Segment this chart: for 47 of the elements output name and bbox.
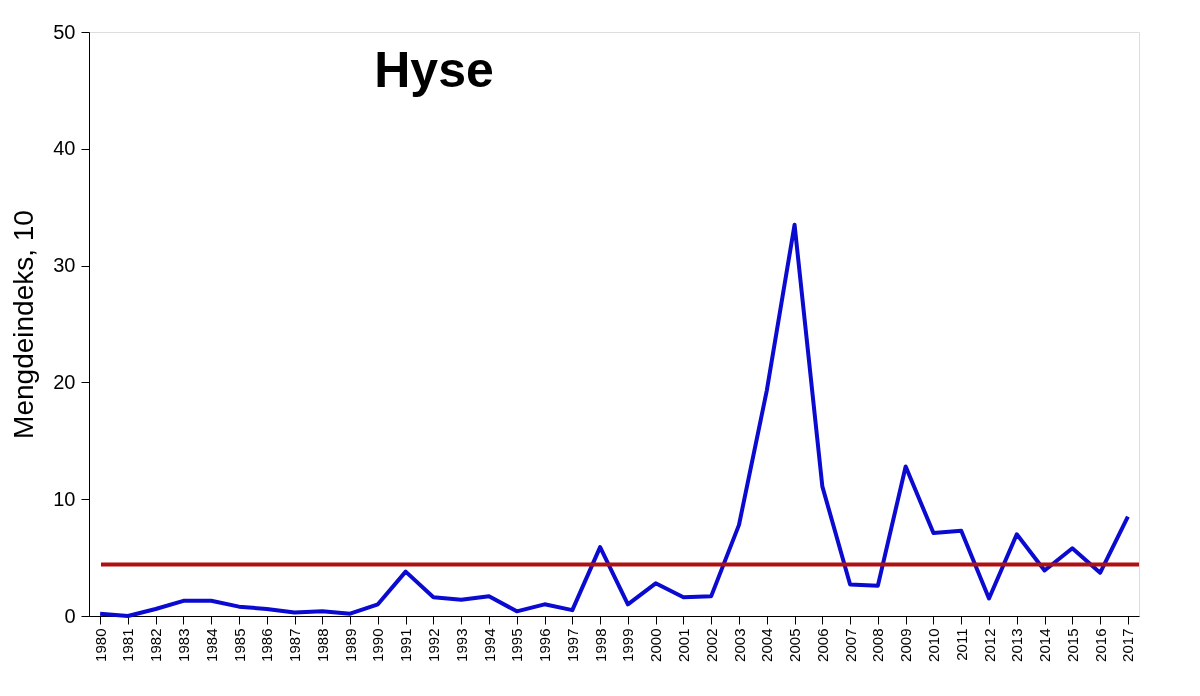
x-tick-label: 2013 [1008, 628, 1026, 662]
chart-title: Hyse [374, 42, 494, 98]
x-tick-label: 2017 [1119, 628, 1137, 662]
x-tick-label: 1986 [258, 628, 276, 662]
x-tick-label: 2004 [758, 628, 776, 662]
y-tick-label: 0 [64, 604, 76, 627]
x-tick-label: 1994 [480, 628, 498, 662]
x-tick-label: 2002 [702, 628, 720, 662]
x-tick-label: 2008 [869, 628, 887, 662]
x-tick-label: 1992 [424, 628, 442, 662]
x-tick-label: 2003 [730, 628, 748, 662]
y-tick-label: 50 [53, 20, 76, 43]
x-tick-label: 2010 [924, 628, 942, 662]
x-tick-label: 1987 [286, 628, 304, 662]
x-tick-label: 1999 [619, 628, 637, 662]
x-tick-label: 2012 [980, 628, 998, 662]
x-tick-label: 1993 [452, 628, 470, 662]
x-tick-label: 2001 [674, 628, 692, 662]
x-tick-label: 2016 [1091, 628, 1109, 662]
x-tick-label: 1981 [119, 628, 137, 662]
x-tick-label: 1983 [174, 628, 192, 662]
y-axis-title: Mengdeindeks, 10 [8, 210, 40, 439]
x-tick-label: 2009 [897, 628, 915, 662]
line-series [98, 222, 1130, 618]
x-tick-label: 1984 [202, 628, 220, 662]
x-tick-label: 1985 [230, 628, 248, 662]
x-tick-label: 2011 [952, 628, 970, 661]
x-tick-label: 1980 [91, 628, 109, 662]
x-tick-label: 2005 [786, 628, 804, 662]
x-tick-label: 1998 [591, 628, 609, 662]
x-tick-label: 1996 [536, 628, 554, 662]
x-tick-label: 1995 [508, 628, 526, 662]
x-tick-label: 2015 [1063, 628, 1081, 662]
x-tick-label: 2014 [1036, 628, 1054, 662]
x-tick-label: 2000 [647, 628, 665, 662]
y-tick-label: 10 [53, 487, 76, 510]
x-tick-label: 2007 [841, 628, 859, 662]
x-tick-label: 1988 [313, 628, 331, 662]
x-tick-label: 1990 [369, 628, 387, 662]
y-tick-label: 30 [53, 254, 76, 277]
x-tick-label: 1991 [397, 628, 415, 662]
y-tick-label: 20 [53, 370, 76, 393]
x-tick-label: 1997 [563, 628, 581, 662]
x-tick-label: 1982 [147, 628, 165, 662]
x-tick-label: 2006 [813, 628, 831, 662]
y-tick-label: 40 [53, 137, 76, 160]
x-tick-label: 1989 [341, 628, 359, 662]
